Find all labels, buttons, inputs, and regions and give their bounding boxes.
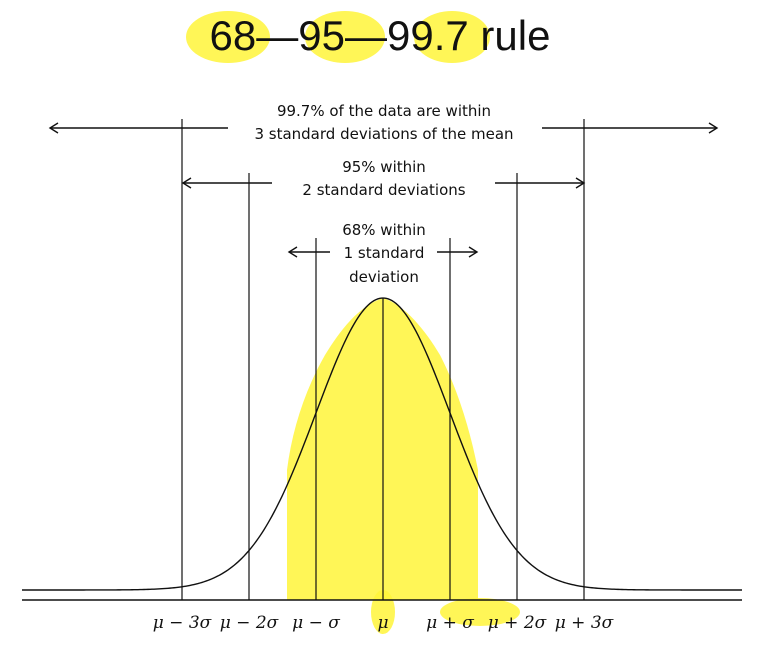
arrowhead-3sd-right bbox=[708, 122, 719, 134]
bell-curve bbox=[22, 297, 742, 591]
annotation-1sd-line2: 1 standard bbox=[344, 244, 425, 262]
arrowhead-2sd-left bbox=[181, 177, 192, 189]
annotation-1sd-line1: 68% within bbox=[342, 221, 426, 239]
span-annotations: 99.7% of the data are within 3 standard … bbox=[254, 102, 513, 286]
arrowhead-1sd-right bbox=[468, 246, 479, 258]
axis-label-2: μ − σ bbox=[292, 613, 340, 633]
sigma-lines bbox=[181, 119, 585, 600]
span-arrows bbox=[48, 122, 719, 258]
arrowhead-1sd-left bbox=[287, 246, 298, 258]
annotation-3sd-line1: 99.7% of the data are within bbox=[277, 102, 491, 120]
highlight-mu-plus-sigma bbox=[440, 598, 520, 626]
annotation-2sd-line1: 95% within bbox=[342, 158, 426, 176]
annotation-3sd-line2: 3 standard deviations of the mean bbox=[254, 125, 513, 143]
arrowhead-2sd-right bbox=[575, 177, 586, 189]
highlight-997 bbox=[414, 11, 490, 63]
axis-label-5: μ + 2σ bbox=[488, 613, 547, 633]
arrowhead-3sd-left bbox=[48, 122, 59, 134]
highlight-95 bbox=[305, 11, 385, 63]
axis-label-0: μ − 3σ bbox=[153, 613, 212, 633]
highlight-68 bbox=[186, 11, 270, 63]
diagram-title: 68—95—99.7 rule bbox=[210, 12, 551, 59]
axis-label-3: μ bbox=[377, 613, 388, 633]
annotation-1sd-line3: deviation bbox=[349, 268, 419, 286]
axis-labels: μ − 3σ μ − 2σ μ − σ μ μ + σ μ + 2σ μ + 3σ bbox=[153, 613, 614, 633]
axis-label-6: μ + 3σ bbox=[555, 613, 614, 633]
annotation-2sd-line2: 2 standard deviations bbox=[302, 181, 465, 199]
axis-label-4: μ + σ bbox=[426, 613, 474, 633]
highlight-mu bbox=[371, 590, 395, 634]
axis-label-1: μ − 2σ bbox=[220, 613, 279, 633]
